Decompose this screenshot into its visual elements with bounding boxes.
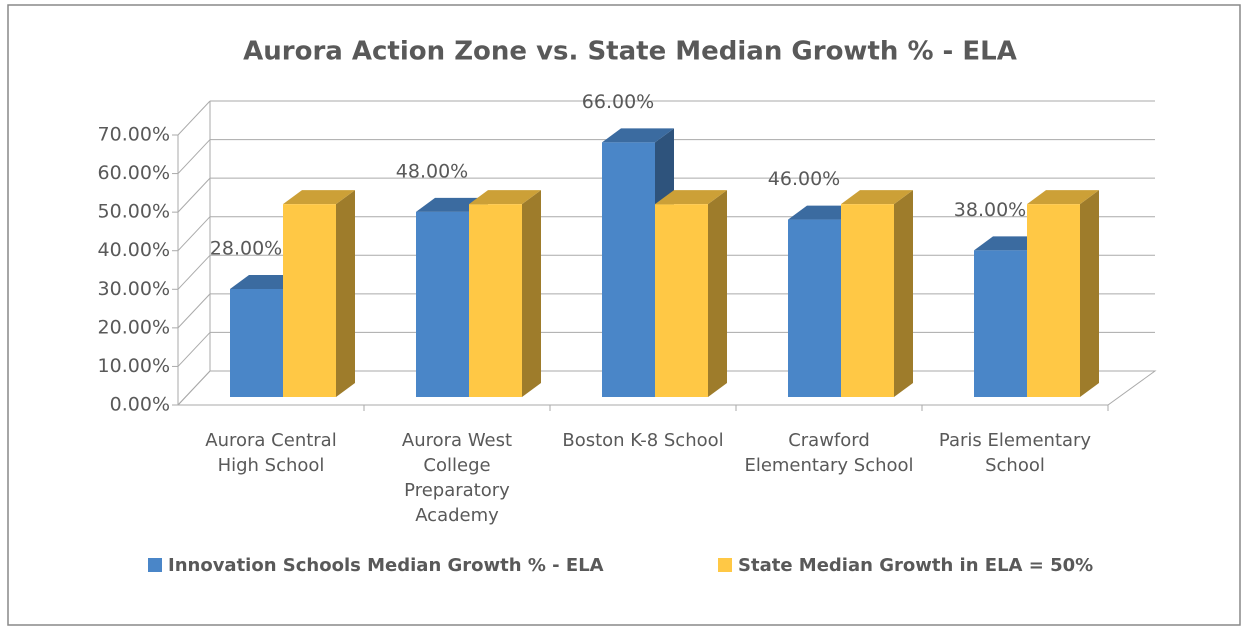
y-tick-label: 20.00% <box>98 316 170 338</box>
y-tick-label: 10.00% <box>98 355 170 377</box>
data-label: 38.00% <box>954 199 1026 221</box>
bar <box>841 204 894 397</box>
legend-swatch <box>148 558 162 572</box>
bar-top <box>841 190 913 205</box>
legend-swatch <box>718 558 732 572</box>
bar-side <box>522 190 541 397</box>
bar-top <box>655 190 727 205</box>
y-tick-label: 30.00% <box>98 278 170 300</box>
grid-line <box>177 216 211 252</box>
bar-top <box>1027 190 1099 205</box>
bar-top <box>469 190 541 205</box>
bar-side <box>894 190 913 397</box>
grid-line <box>177 139 211 174</box>
bar <box>974 250 1027 397</box>
grid-line <box>177 293 211 329</box>
bar <box>602 142 655 397</box>
y-tick-label: 60.00% <box>98 162 170 184</box>
data-label: 28.00% <box>210 238 282 260</box>
legend-label: State Median Growth in ELA = 50% <box>738 555 1093 576</box>
bar <box>416 211 469 397</box>
y-tick-label: 0.00% <box>110 394 170 416</box>
bar <box>655 204 708 397</box>
bar <box>469 204 522 397</box>
bar-side <box>708 190 727 397</box>
legend-label: Innovation Schools Median Growth % - ELA <box>168 555 604 576</box>
bar-side <box>1080 190 1099 397</box>
grid-line <box>177 100 211 136</box>
x-tick-label: Aurora West College Preparatory Academy <box>401 430 513 526</box>
y-tick-label: 70.00% <box>98 124 170 146</box>
bar-top <box>283 190 355 205</box>
bar-top <box>602 128 674 143</box>
grid-line <box>177 254 211 290</box>
y-tick-label: 40.00% <box>98 239 170 261</box>
grid-line <box>177 177 211 213</box>
x-tick-label: Boston K-8 School <box>562 430 724 451</box>
bar-side <box>336 190 355 397</box>
y-tick-label: 50.00% <box>98 201 170 223</box>
grid-line <box>177 370 211 406</box>
data-label: 66.00% <box>582 91 654 113</box>
bar <box>283 204 336 397</box>
bar <box>788 219 841 397</box>
chart-title: Aurora Action Zone vs. State Median Grow… <box>243 37 1017 67</box>
data-label: 48.00% <box>396 160 468 182</box>
data-label: 46.00% <box>768 168 840 190</box>
grid-line <box>177 332 211 367</box>
bar <box>230 289 283 397</box>
x-tick-label: Paris Elementary School <box>938 430 1092 476</box>
x-tick-label: Aurora Central High School <box>205 430 337 476</box>
x-tick-label: Crawford Elementary School <box>744 430 914 476</box>
bar <box>1027 204 1080 397</box>
